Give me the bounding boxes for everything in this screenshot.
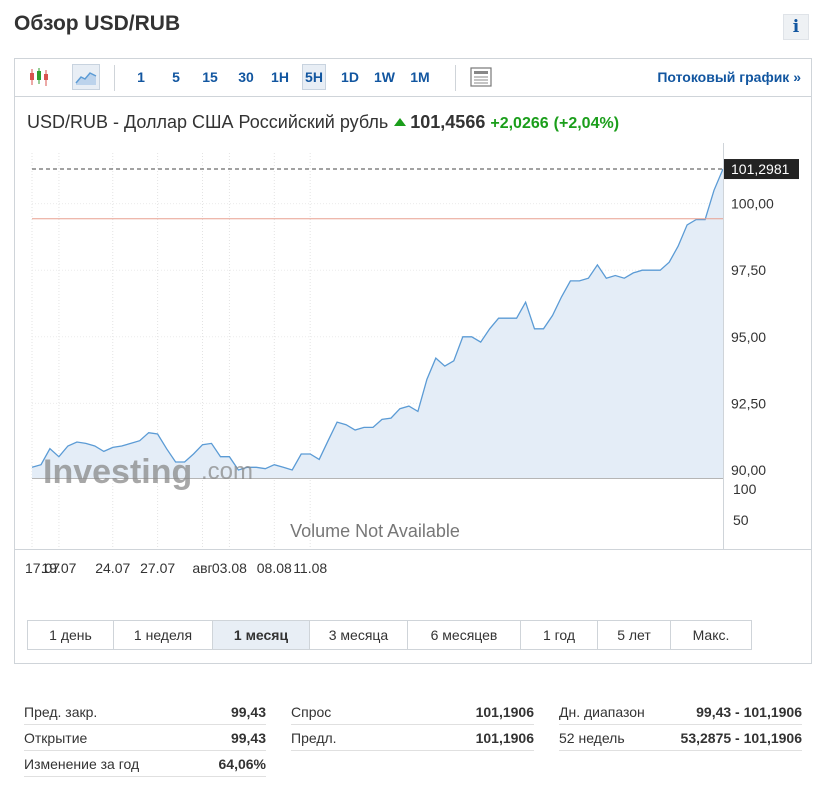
quote-name: USD/RUB - Доллар США Российский рубль [27,112,389,132]
area-chart-icon[interactable] [72,64,100,90]
investing-watermark-suffix: .com [201,458,253,485]
quote-change: +2,0266 [490,115,549,132]
period-button[interactable]: 5 лет [598,621,671,649]
stream-chart-link[interactable]: Потоковый график » [657,69,801,85]
page-title: Обзор USD/RUB [14,12,181,35]
stat-label: Изменение за год [24,756,140,772]
price-line [31,168,724,471]
news-icon[interactable] [467,64,495,90]
volume-tick-label: 100 [733,481,757,497]
x-tick-label: 11.08 [293,560,327,576]
period-button[interactable]: 3 месяца [310,621,408,649]
candlestick-icon[interactable] [25,64,53,90]
period-selector: 1 день 1 неделя 1 месяц 3 месяца 6 месяцев 1 … [27,620,752,650]
period-button[interactable]: 1 день [28,621,114,649]
interval-5[interactable]: 5 [172,69,180,85]
chart-toolbar: 1 5 15 30 1H 5H 1D 1W 1M Потоковый график » [15,59,811,97]
y-tick-label: 90,00 [731,462,766,478]
interval-5h[interactable]: 5H [302,64,326,90]
x-tick-label: 19.07 [41,560,76,576]
interval-15[interactable]: 15 [202,69,218,85]
stat-value: 101,1906 [475,730,534,746]
period-button[interactable]: 1 месяц [213,621,310,649]
x-tick-label: 27.07 [140,560,175,576]
stat-value: 64,06% [218,756,266,772]
x-tick-label: 24.07 [95,560,130,576]
stat-label: 52 недель [559,730,625,746]
interval-1m[interactable]: 1M [410,69,430,85]
y-tick-label: 97,50 [731,262,766,278]
last-price-badge [724,159,799,180]
interval-1h[interactable]: 1H [271,69,289,85]
interval-30[interactable]: 30 [238,69,254,85]
stat-row: Пред. закр. 99,43 [24,700,266,725]
investing-watermark: Investing [43,453,192,491]
y-tick-label: 92,50 [731,395,766,411]
period-button[interactable]: 1 год [521,621,598,649]
interval-1[interactable]: 1 [137,69,145,85]
arrow-up-icon [394,118,407,127]
interval-1d[interactable]: 1D [341,69,359,85]
y-tick-label: 100,00 [731,196,774,212]
period-button[interactable]: Макс. [671,621,751,649]
stat-row: 52 недель 53,2875 - 101,1906 [559,726,802,751]
stat-value: 53,2875 - 101,1906 [680,730,802,746]
stat-value: 101,1906 [475,704,534,720]
price-chart: 100,00 97,50 95,00 92,50 90,00 101,2981 100 50 V… [15,143,811,576]
stat-row: Дн. диапазон 99,43 - 101,1906 [559,700,802,725]
quote-change-pct: (+2,04%) [553,115,620,132]
y-tick-label: 95,00 [731,329,766,345]
quote-price: 101,4566 [410,112,486,132]
interval-1w[interactable]: 1W [374,69,395,85]
toolbar-divider [455,65,456,91]
volume-tick-label: 50 [733,512,749,528]
x-tick-label: 03.08 [212,560,247,576]
stat-label: Дн. диапазон [559,704,645,720]
price-area [32,169,723,478]
period-button[interactable]: 6 месяцев [408,621,521,649]
toolbar-divider [114,65,115,91]
chart-widget: 1 5 15 30 1H 5H 1D 1W 1M Потоковый график » USD/… [14,58,812,664]
period-button[interactable]: 1 неделя [114,621,213,649]
stat-value: 99,43 [230,730,266,746]
stat-value: 99,43 - 101,1906 [696,704,802,720]
stat-label: Спрос [291,704,332,720]
quote-line: USD/RUB - Доллар США Российский рубль 101… [27,112,619,133]
stat-row: Предл. 101,1906 [291,726,534,751]
x-tick-label: 17.07 [25,560,60,576]
stat-value: 99,43 [230,704,266,720]
volume-not-available: Volume Not Available [290,521,460,541]
stat-row: Открытие 99,43 [24,726,266,751]
x-tick-label: авг [192,560,212,576]
stat-row: Спрос 101,1906 [291,700,534,725]
x-tick-label: 08.08 [257,560,292,576]
stat-label: Предл. [291,730,337,746]
stat-label: Пред. закр. [24,704,98,720]
info-button[interactable]: i [783,14,809,40]
last-price-label: 101,2981 [731,161,790,177]
stat-label: Открытие [24,730,88,746]
stat-row: Изменение за год 64,06% [24,752,266,777]
